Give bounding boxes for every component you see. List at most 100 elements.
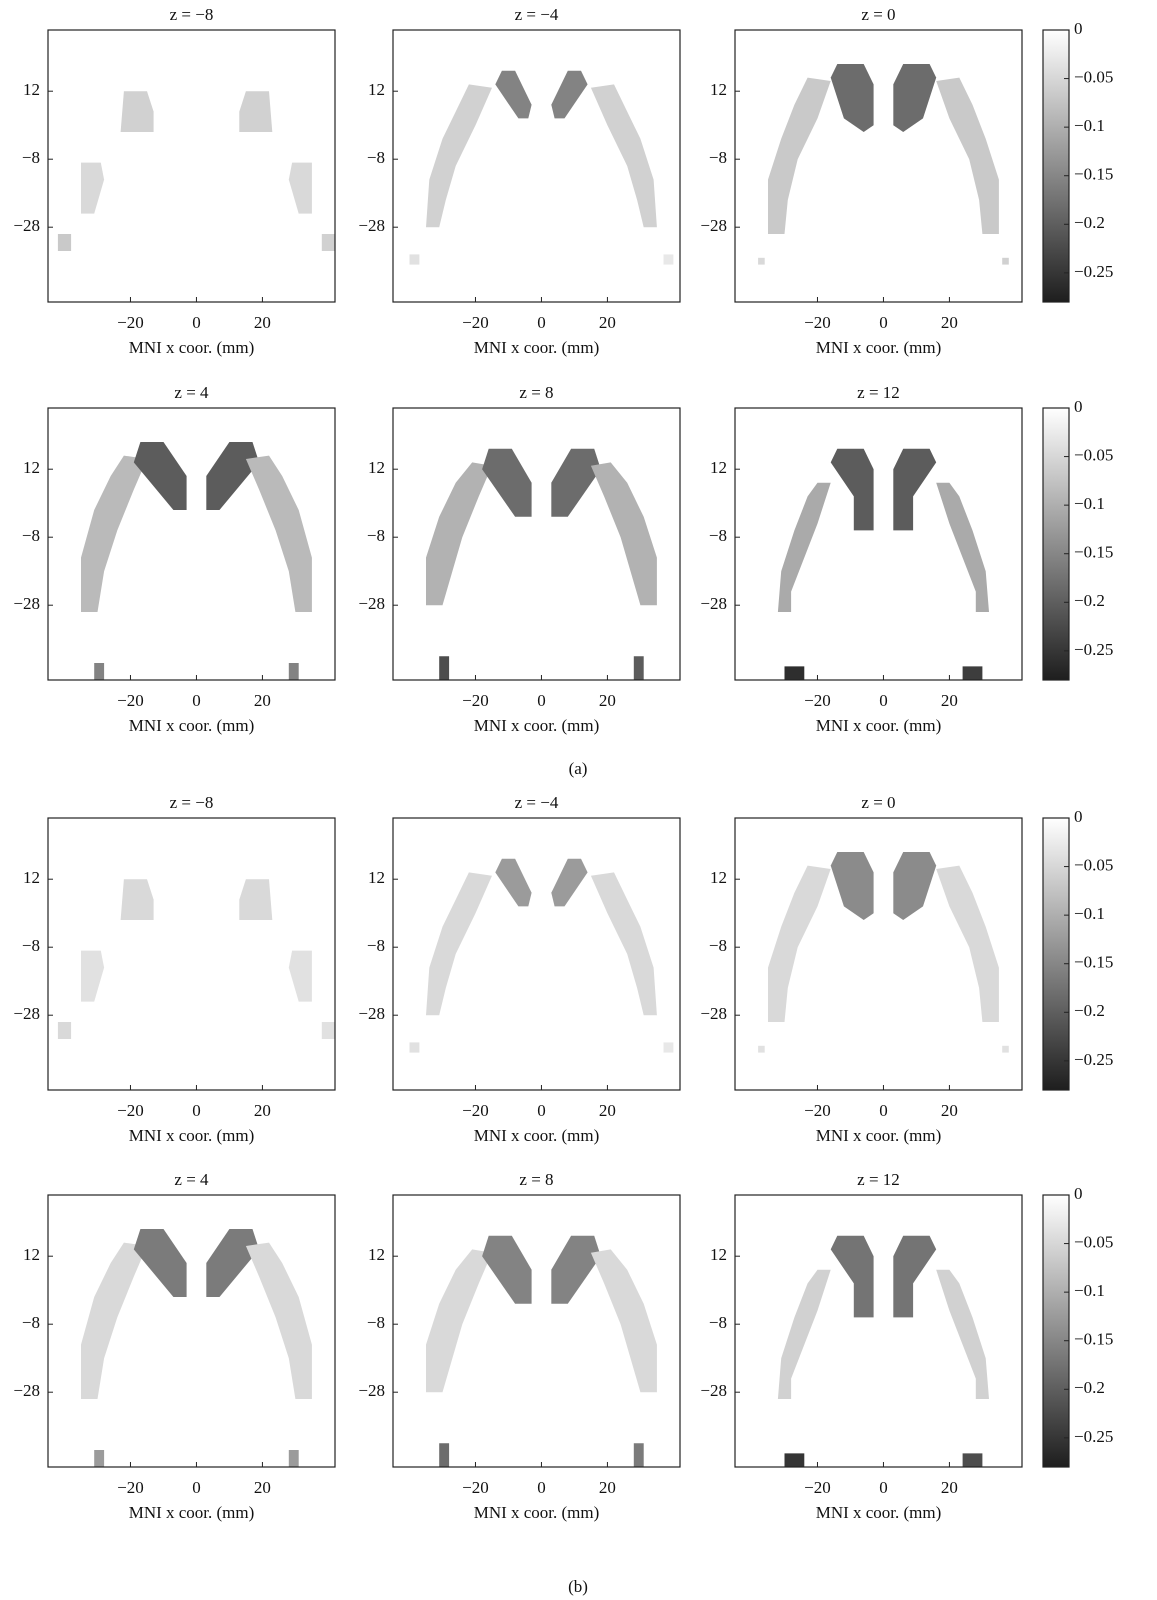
- x-tick-label: 0: [192, 1478, 201, 1497]
- colorbar: [1043, 1195, 1069, 1467]
- x-tick-label: −20: [804, 1101, 831, 1120]
- region: [289, 1450, 299, 1467]
- region: [81, 1243, 147, 1399]
- y-tick-label: 12: [710, 1245, 727, 1264]
- region: [758, 1046, 765, 1053]
- region: [81, 456, 147, 612]
- axes-frame: [735, 408, 1022, 680]
- region: [551, 859, 587, 907]
- region: [591, 84, 657, 227]
- x-axis-label: MNI x coor. (mm): [816, 716, 942, 735]
- region: [936, 78, 999, 234]
- region: [831, 449, 874, 531]
- y-tick-label: −28: [358, 216, 385, 235]
- x-tick-label: 0: [192, 313, 201, 332]
- region: [246, 456, 312, 612]
- x-tick-label: 20: [254, 1101, 271, 1120]
- colorbar-tick-label: −0.15: [1074, 165, 1113, 184]
- colorbar-tick-label: −0.2: [1074, 591, 1105, 610]
- region: [239, 879, 272, 920]
- region: [58, 234, 71, 251]
- region: [58, 1022, 71, 1039]
- chart-title: z = −8: [170, 5, 214, 24]
- region: [893, 852, 936, 920]
- x-tick-label: 0: [537, 1101, 546, 1120]
- y-tick-label: −8: [22, 526, 40, 545]
- y-tick-label: −28: [700, 594, 727, 613]
- region: [482, 1236, 531, 1304]
- x-axis-label: MNI x coor. (mm): [474, 716, 600, 735]
- chart-title: z = 8: [519, 383, 553, 402]
- y-tick-label: 12: [368, 458, 385, 477]
- caption: (b): [568, 1577, 588, 1596]
- chart-title: z = 12: [857, 1170, 900, 1189]
- colorbar-tick-label: 0: [1074, 1184, 1083, 1203]
- y-tick-label: −8: [709, 148, 727, 167]
- colorbar-tick-label: −0.1: [1074, 116, 1105, 135]
- y-tick-label: −28: [13, 594, 40, 613]
- region: [831, 64, 874, 132]
- x-axis-label: MNI x coor. (mm): [474, 1126, 600, 1145]
- y-tick-label: −28: [358, 1004, 385, 1023]
- region: [94, 1450, 104, 1467]
- colorbar-tick-label: −0.15: [1074, 1330, 1113, 1349]
- chart-title: z = −4: [515, 5, 559, 24]
- region: [963, 666, 983, 680]
- region: [591, 1249, 657, 1392]
- x-tick-label: 20: [941, 1101, 958, 1120]
- y-tick-label: 12: [23, 1245, 40, 1264]
- x-axis-label: MNI x coor. (mm): [474, 338, 600, 357]
- x-axis-label: MNI x coor. (mm): [474, 1503, 600, 1522]
- x-tick-label: −20: [462, 691, 489, 710]
- region: [893, 1236, 936, 1318]
- colorbar-tick-label: −0.05: [1074, 855, 1113, 874]
- x-tick-label: 0: [879, 691, 888, 710]
- chart-title: z = −8: [170, 793, 214, 812]
- x-axis-label: MNI x coor. (mm): [129, 1503, 255, 1522]
- y-tick-label: −28: [358, 594, 385, 613]
- region: [495, 859, 531, 907]
- x-axis-label: MNI x coor. (mm): [816, 1503, 942, 1522]
- colorbar: [1043, 30, 1069, 302]
- y-tick-label: −28: [13, 1381, 40, 1400]
- region: [426, 872, 492, 1015]
- x-axis-label: MNI x coor. (mm): [129, 338, 255, 357]
- region: [426, 1249, 492, 1392]
- y-tick-label: 12: [23, 868, 40, 887]
- y-tick-label: −28: [700, 1004, 727, 1023]
- colorbar-tick-label: −0.05: [1074, 67, 1113, 86]
- figure: (a) (b) −20 0 20 12 −8 −28 z = −8 MNI x coor. (…: [0, 0, 1157, 1600]
- region: [664, 1042, 674, 1052]
- x-tick-label: 20: [599, 1478, 616, 1497]
- colorbar-tick-label: −0.1: [1074, 904, 1105, 923]
- colorbar-tick-label: −0.1: [1074, 1281, 1105, 1300]
- colorbar-tick-label: −0.25: [1074, 640, 1113, 659]
- colorbar-tick-label: −0.1: [1074, 494, 1105, 513]
- region: [893, 449, 936, 531]
- colorbar-tick-label: −0.25: [1074, 262, 1113, 281]
- region: [439, 656, 449, 680]
- colorbar-tick-label: 0: [1074, 807, 1083, 826]
- x-tick-label: 0: [879, 313, 888, 332]
- region: [81, 163, 104, 214]
- y-tick-label: −8: [709, 936, 727, 955]
- y-tick-label: −28: [700, 216, 727, 235]
- region: [1002, 258, 1009, 265]
- x-axis-label: MNI x coor. (mm): [129, 1126, 255, 1145]
- region: [246, 1243, 312, 1399]
- x-axis-label: MNI x coor. (mm): [816, 338, 942, 357]
- region: [121, 879, 154, 920]
- caption: (a): [569, 759, 588, 778]
- region: [94, 663, 104, 680]
- y-tick-label: 12: [23, 80, 40, 99]
- region: [785, 666, 805, 680]
- y-tick-label: −8: [22, 148, 40, 167]
- colorbar-tick-label: −0.2: [1074, 213, 1105, 232]
- region: [778, 1270, 831, 1399]
- x-tick-label: 20: [599, 691, 616, 710]
- chart-title: z = 12: [857, 383, 900, 402]
- x-tick-label: 20: [941, 691, 958, 710]
- y-tick-label: −8: [22, 1313, 40, 1332]
- y-tick-label: −28: [358, 1381, 385, 1400]
- colorbar-tick-label: −0.2: [1074, 1001, 1105, 1020]
